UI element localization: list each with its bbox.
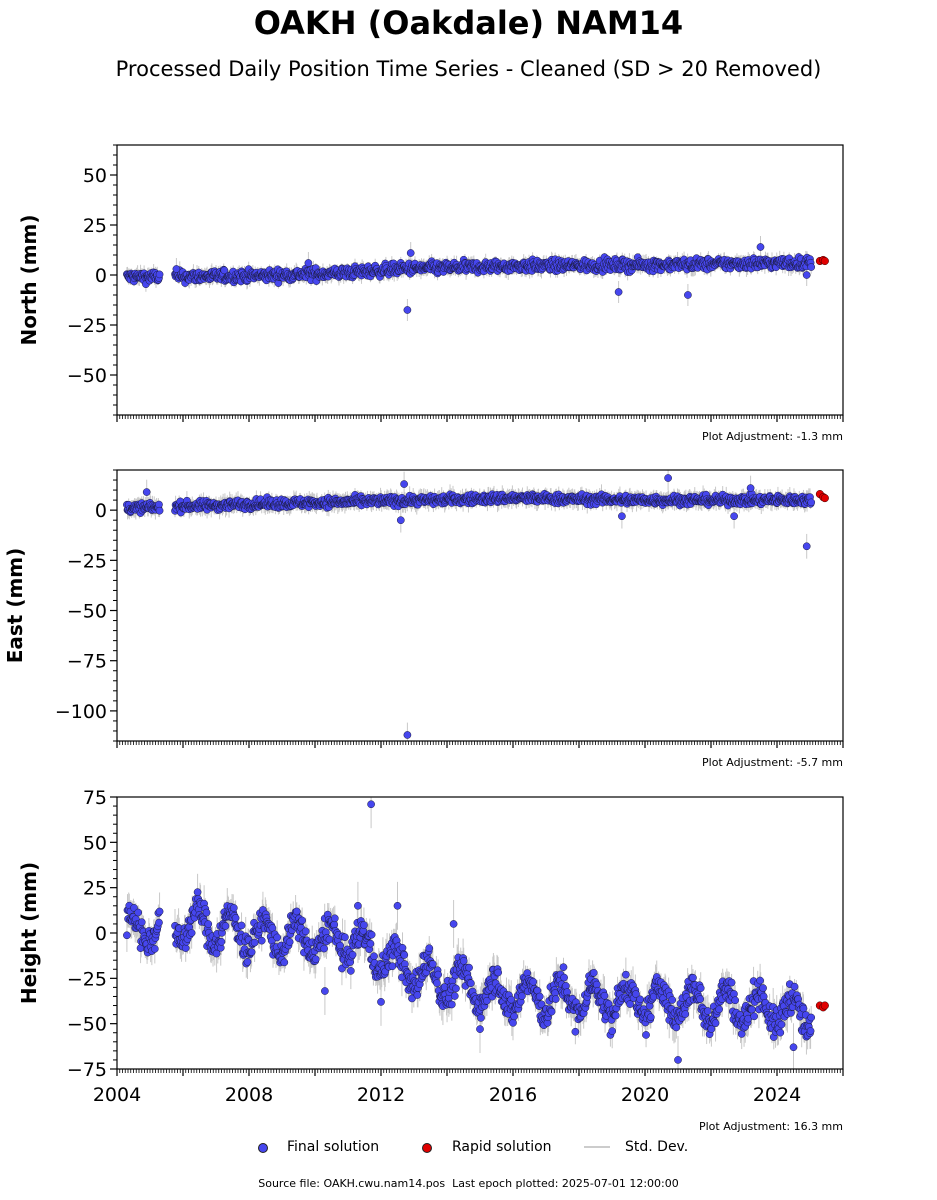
data-point (664, 474, 672, 482)
data-point (406, 249, 415, 257)
data-point (403, 306, 412, 314)
data-point (618, 512, 626, 521)
plot-area (123, 470, 829, 741)
chart-title: OAKH (Oakdale) NAM14 (253, 4, 684, 42)
data-point (403, 731, 412, 739)
y-tick-label: −100 (55, 701, 107, 723)
data-point (172, 265, 181, 273)
y-tick-label: 25 (83, 215, 107, 237)
data-point (684, 291, 692, 299)
y-tick-label: 0 (95, 500, 107, 522)
y-tick-label: −25 (67, 550, 107, 572)
data-point (730, 512, 738, 521)
plot-adjustment-label: Plot Adjustment: -1.3 mm (702, 430, 843, 443)
data-point (802, 271, 811, 279)
y-axis-label: North (mm) (17, 214, 41, 345)
data-point (807, 263, 816, 271)
y-tick-label: −50 (67, 365, 107, 387)
data-point (807, 498, 816, 507)
y-tick-label: −50 (67, 601, 107, 623)
panel-north: −50 −25 0 25 50 North (mm) Plot Adjustment: -1… (17, 144, 844, 443)
data-point (756, 243, 765, 251)
y-tick-label: −75 (67, 651, 107, 673)
data-point (614, 288, 623, 296)
data-point (155, 506, 164, 515)
data-point (746, 484, 755, 492)
data-point (155, 270, 164, 279)
data-point (142, 488, 151, 496)
plot-area (123, 236, 829, 321)
data-point (304, 259, 313, 267)
data-point (802, 542, 811, 551)
rapid-point (820, 494, 829, 503)
y-tick-label: 50 (83, 165, 107, 187)
final-solution-points (123, 474, 816, 739)
chart-subtitle: Processed Daily Position Time Series - C… (115, 57, 822, 81)
rapid-point (820, 256, 829, 266)
y-tick-label: 0 (95, 265, 107, 287)
data-point (400, 480, 408, 488)
data-point (396, 516, 405, 525)
y-tick-label: −25 (67, 315, 107, 337)
data-point (220, 266, 229, 275)
final-solution-points (123, 243, 816, 314)
